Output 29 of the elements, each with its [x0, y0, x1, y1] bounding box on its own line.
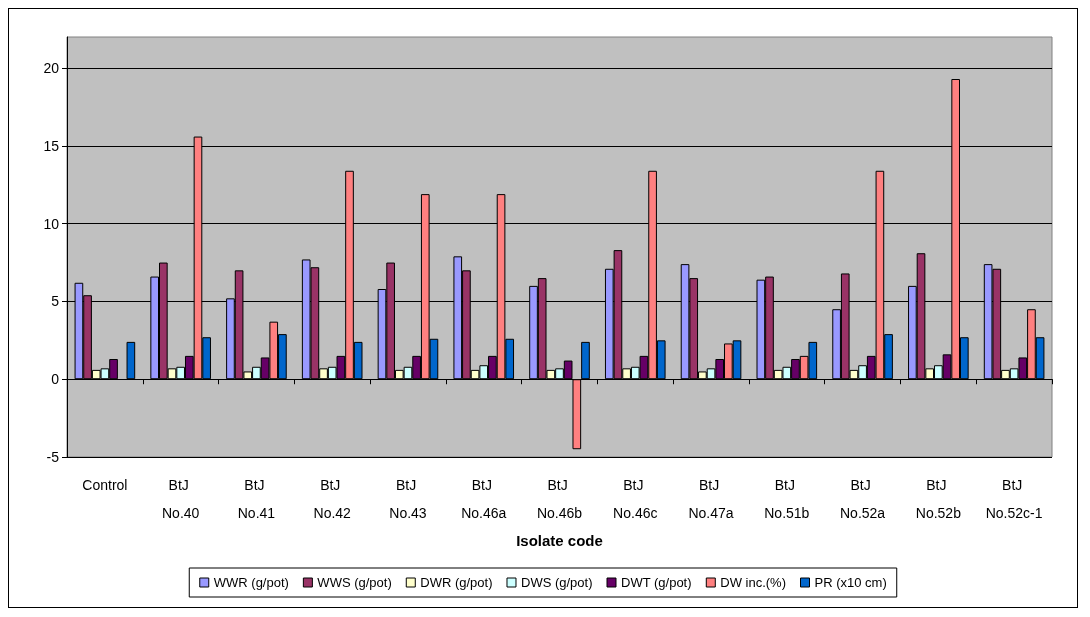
legend-label: WWS (g/pot) — [317, 575, 392, 590]
x-tick-label: BtJ No.47a — [688, 477, 734, 521]
legend-label: DWR (g/pot) — [420, 575, 493, 590]
y-tick-label: 10 — [43, 215, 60, 232]
x-tick-label: BtJ No.41 — [237, 477, 276, 521]
y-tick-label: -5 — [46, 449, 60, 465]
x-tick-label: Control — [82, 477, 128, 493]
x-tick-label: BtJ No.46a — [461, 477, 507, 521]
x-tick-label: BtJ No.52a — [840, 477, 886, 521]
x-tick-label: BtJ No.52b — [915, 477, 962, 521]
x-axis-title: Isolate code — [516, 532, 603, 549]
y-tick-label: 5 — [51, 293, 60, 310]
x-tick-label: BtJ No.40 — [161, 477, 200, 521]
legend-label: DWT (g/pot) — [621, 575, 692, 590]
y-tick-label: 0 — [51, 371, 60, 388]
bar — [126, 341, 136, 380]
x-tick-label: BtJ No.43 — [389, 477, 427, 521]
x-tick-label: BtJ No.42 — [313, 477, 352, 521]
x-tick-label: BtJ No.52c-1 — [985, 477, 1043, 521]
x-tick-label: BtJ No.46b — [536, 477, 583, 521]
y-tick-label: 15 — [43, 137, 60, 154]
legend-label: WWR (g/pot) — [213, 575, 289, 590]
y-tick-label: 20 — [43, 60, 60, 77]
x-tick-label: BtJ No.51b — [764, 477, 810, 521]
x-tick-label: BtJ No.46c — [613, 477, 658, 521]
legend-label: DW inc.(%) — [720, 575, 787, 590]
bar — [581, 341, 590, 380]
legend-label: PR (x10 cm) — [814, 575, 887, 590]
legend-label: DWS (g/pot) — [521, 575, 593, 590]
